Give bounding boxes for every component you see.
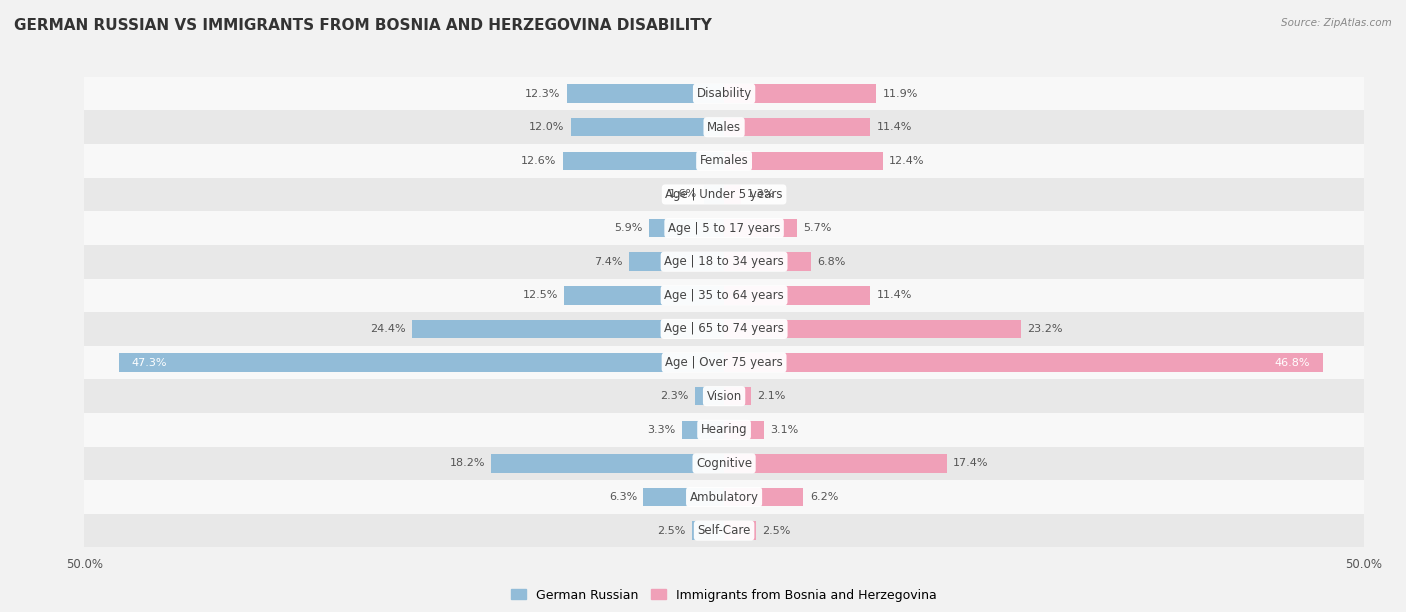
Text: 6.3%: 6.3% [609,492,637,502]
Bar [644,488,724,506]
Text: 1.6%: 1.6% [669,190,697,200]
Bar [724,454,946,472]
Text: Vision: Vision [706,390,742,403]
Text: 12.3%: 12.3% [524,89,561,99]
Bar [567,84,724,103]
Text: Age | Under 5 years: Age | Under 5 years [665,188,783,201]
Bar [724,286,870,305]
Bar [571,118,724,136]
Bar [695,387,724,405]
Text: Age | 35 to 64 years: Age | 35 to 64 years [664,289,785,302]
Bar [84,177,1364,211]
Bar [84,413,1364,447]
Bar [724,353,1323,371]
Bar [84,312,1364,346]
Text: 2.5%: 2.5% [762,526,790,536]
Text: 5.7%: 5.7% [803,223,832,233]
Legend: German Russian, Immigrants from Bosnia and Herzegovina: German Russian, Immigrants from Bosnia a… [506,584,942,606]
Text: 2.1%: 2.1% [758,391,786,401]
Text: 2.5%: 2.5% [658,526,686,536]
Bar [84,76,1364,110]
Text: 11.4%: 11.4% [876,290,911,300]
Text: Males: Males [707,121,741,134]
Bar [120,353,724,371]
Text: 46.8%: 46.8% [1275,357,1310,368]
Bar [724,488,803,506]
Text: Age | Over 75 years: Age | Over 75 years [665,356,783,369]
Text: Age | 5 to 17 years: Age | 5 to 17 years [668,222,780,234]
Bar [724,152,883,170]
Text: GERMAN RUSSIAN VS IMMIGRANTS FROM BOSNIA AND HERZEGOVINA DISABILITY: GERMAN RUSSIAN VS IMMIGRANTS FROM BOSNIA… [14,18,711,34]
Text: 12.4%: 12.4% [889,156,925,166]
Text: 6.8%: 6.8% [817,256,846,267]
Text: 24.4%: 24.4% [370,324,405,334]
Bar [84,144,1364,177]
Bar [724,387,751,405]
Bar [84,514,1364,548]
Text: 23.2%: 23.2% [1028,324,1063,334]
Text: 17.4%: 17.4% [953,458,988,468]
Bar [724,420,763,439]
Text: Age | 65 to 74 years: Age | 65 to 74 years [664,323,785,335]
Text: Self-Care: Self-Care [697,524,751,537]
Bar [562,152,724,170]
Bar [84,346,1364,379]
Text: 18.2%: 18.2% [450,458,485,468]
Text: Hearing: Hearing [700,424,748,436]
Text: 12.5%: 12.5% [523,290,558,300]
Text: Age | 18 to 34 years: Age | 18 to 34 years [664,255,785,268]
Text: 3.1%: 3.1% [770,425,799,435]
Bar [724,185,741,204]
Bar [703,185,724,204]
Bar [682,420,724,439]
Bar [84,447,1364,480]
Text: 47.3%: 47.3% [132,357,167,368]
Text: Source: ZipAtlas.com: Source: ZipAtlas.com [1281,18,1392,28]
Bar [84,110,1364,144]
Bar [491,454,724,472]
Text: 12.6%: 12.6% [522,156,557,166]
Bar [724,521,756,540]
Bar [724,219,797,237]
Text: 7.4%: 7.4% [595,256,623,267]
Text: Cognitive: Cognitive [696,457,752,470]
Bar [84,278,1364,312]
Text: 1.3%: 1.3% [747,190,775,200]
Bar [412,319,724,338]
Bar [692,521,724,540]
Bar [648,219,724,237]
Text: 2.3%: 2.3% [659,391,689,401]
Text: 11.9%: 11.9% [883,89,918,99]
Bar [724,118,870,136]
Bar [84,245,1364,278]
Text: 5.9%: 5.9% [614,223,643,233]
Text: Females: Females [700,154,748,167]
Text: Disability: Disability [696,87,752,100]
Bar [724,319,1021,338]
Text: 12.0%: 12.0% [529,122,564,132]
Text: 3.3%: 3.3% [647,425,675,435]
Text: 11.4%: 11.4% [876,122,911,132]
Bar [630,252,724,271]
Text: 6.2%: 6.2% [810,492,838,502]
Bar [84,379,1364,413]
Bar [724,252,811,271]
Text: Ambulatory: Ambulatory [689,490,759,504]
Bar [564,286,724,305]
Bar [84,480,1364,514]
Bar [724,84,876,103]
Bar [84,211,1364,245]
